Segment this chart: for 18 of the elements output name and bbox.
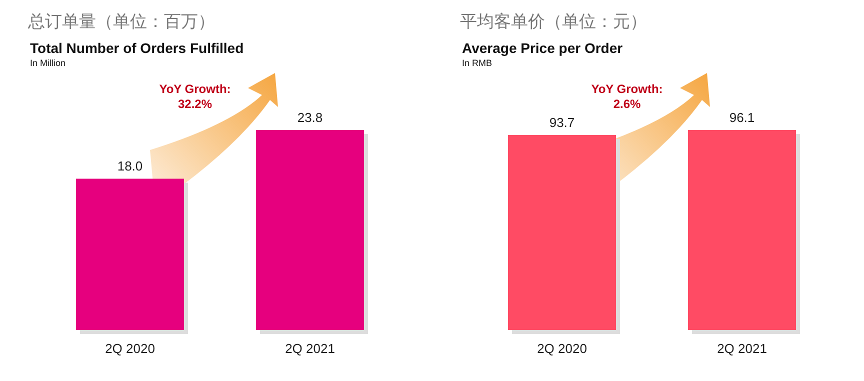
data-label: 93.7 <box>549 114 575 130</box>
chart-title: 总订单量（单位：百万） <box>27 12 215 32</box>
text: 32.2% <box>178 97 212 111</box>
x-tick-label: 2Q 2020 <box>105 341 155 356</box>
chart-subtitle: Total Number of Orders Fulfilled <box>30 40 244 56</box>
y-axis-title: In Million <box>30 58 66 68</box>
data-label: 23.8 <box>297 110 323 125</box>
text: YoY Growth: <box>159 82 231 96</box>
x-tick-label: 2Q 2020 <box>537 341 587 356</box>
data-label: 96.1 <box>729 110 755 125</box>
text: 2.6% <box>613 97 641 111</box>
chart-subtitle: Average Price per Order <box>462 40 624 56</box>
chart-title: 平均客单价（单位：元） <box>460 12 647 32</box>
x-tick-label: 2Q 2021 <box>285 341 335 356</box>
y-axis-title: In RMB <box>462 58 492 68</box>
text: YoY Growth: <box>591 82 663 96</box>
x-tick-label: 2Q 2021 <box>717 341 767 356</box>
data-label: 18.0 <box>117 158 143 174</box>
